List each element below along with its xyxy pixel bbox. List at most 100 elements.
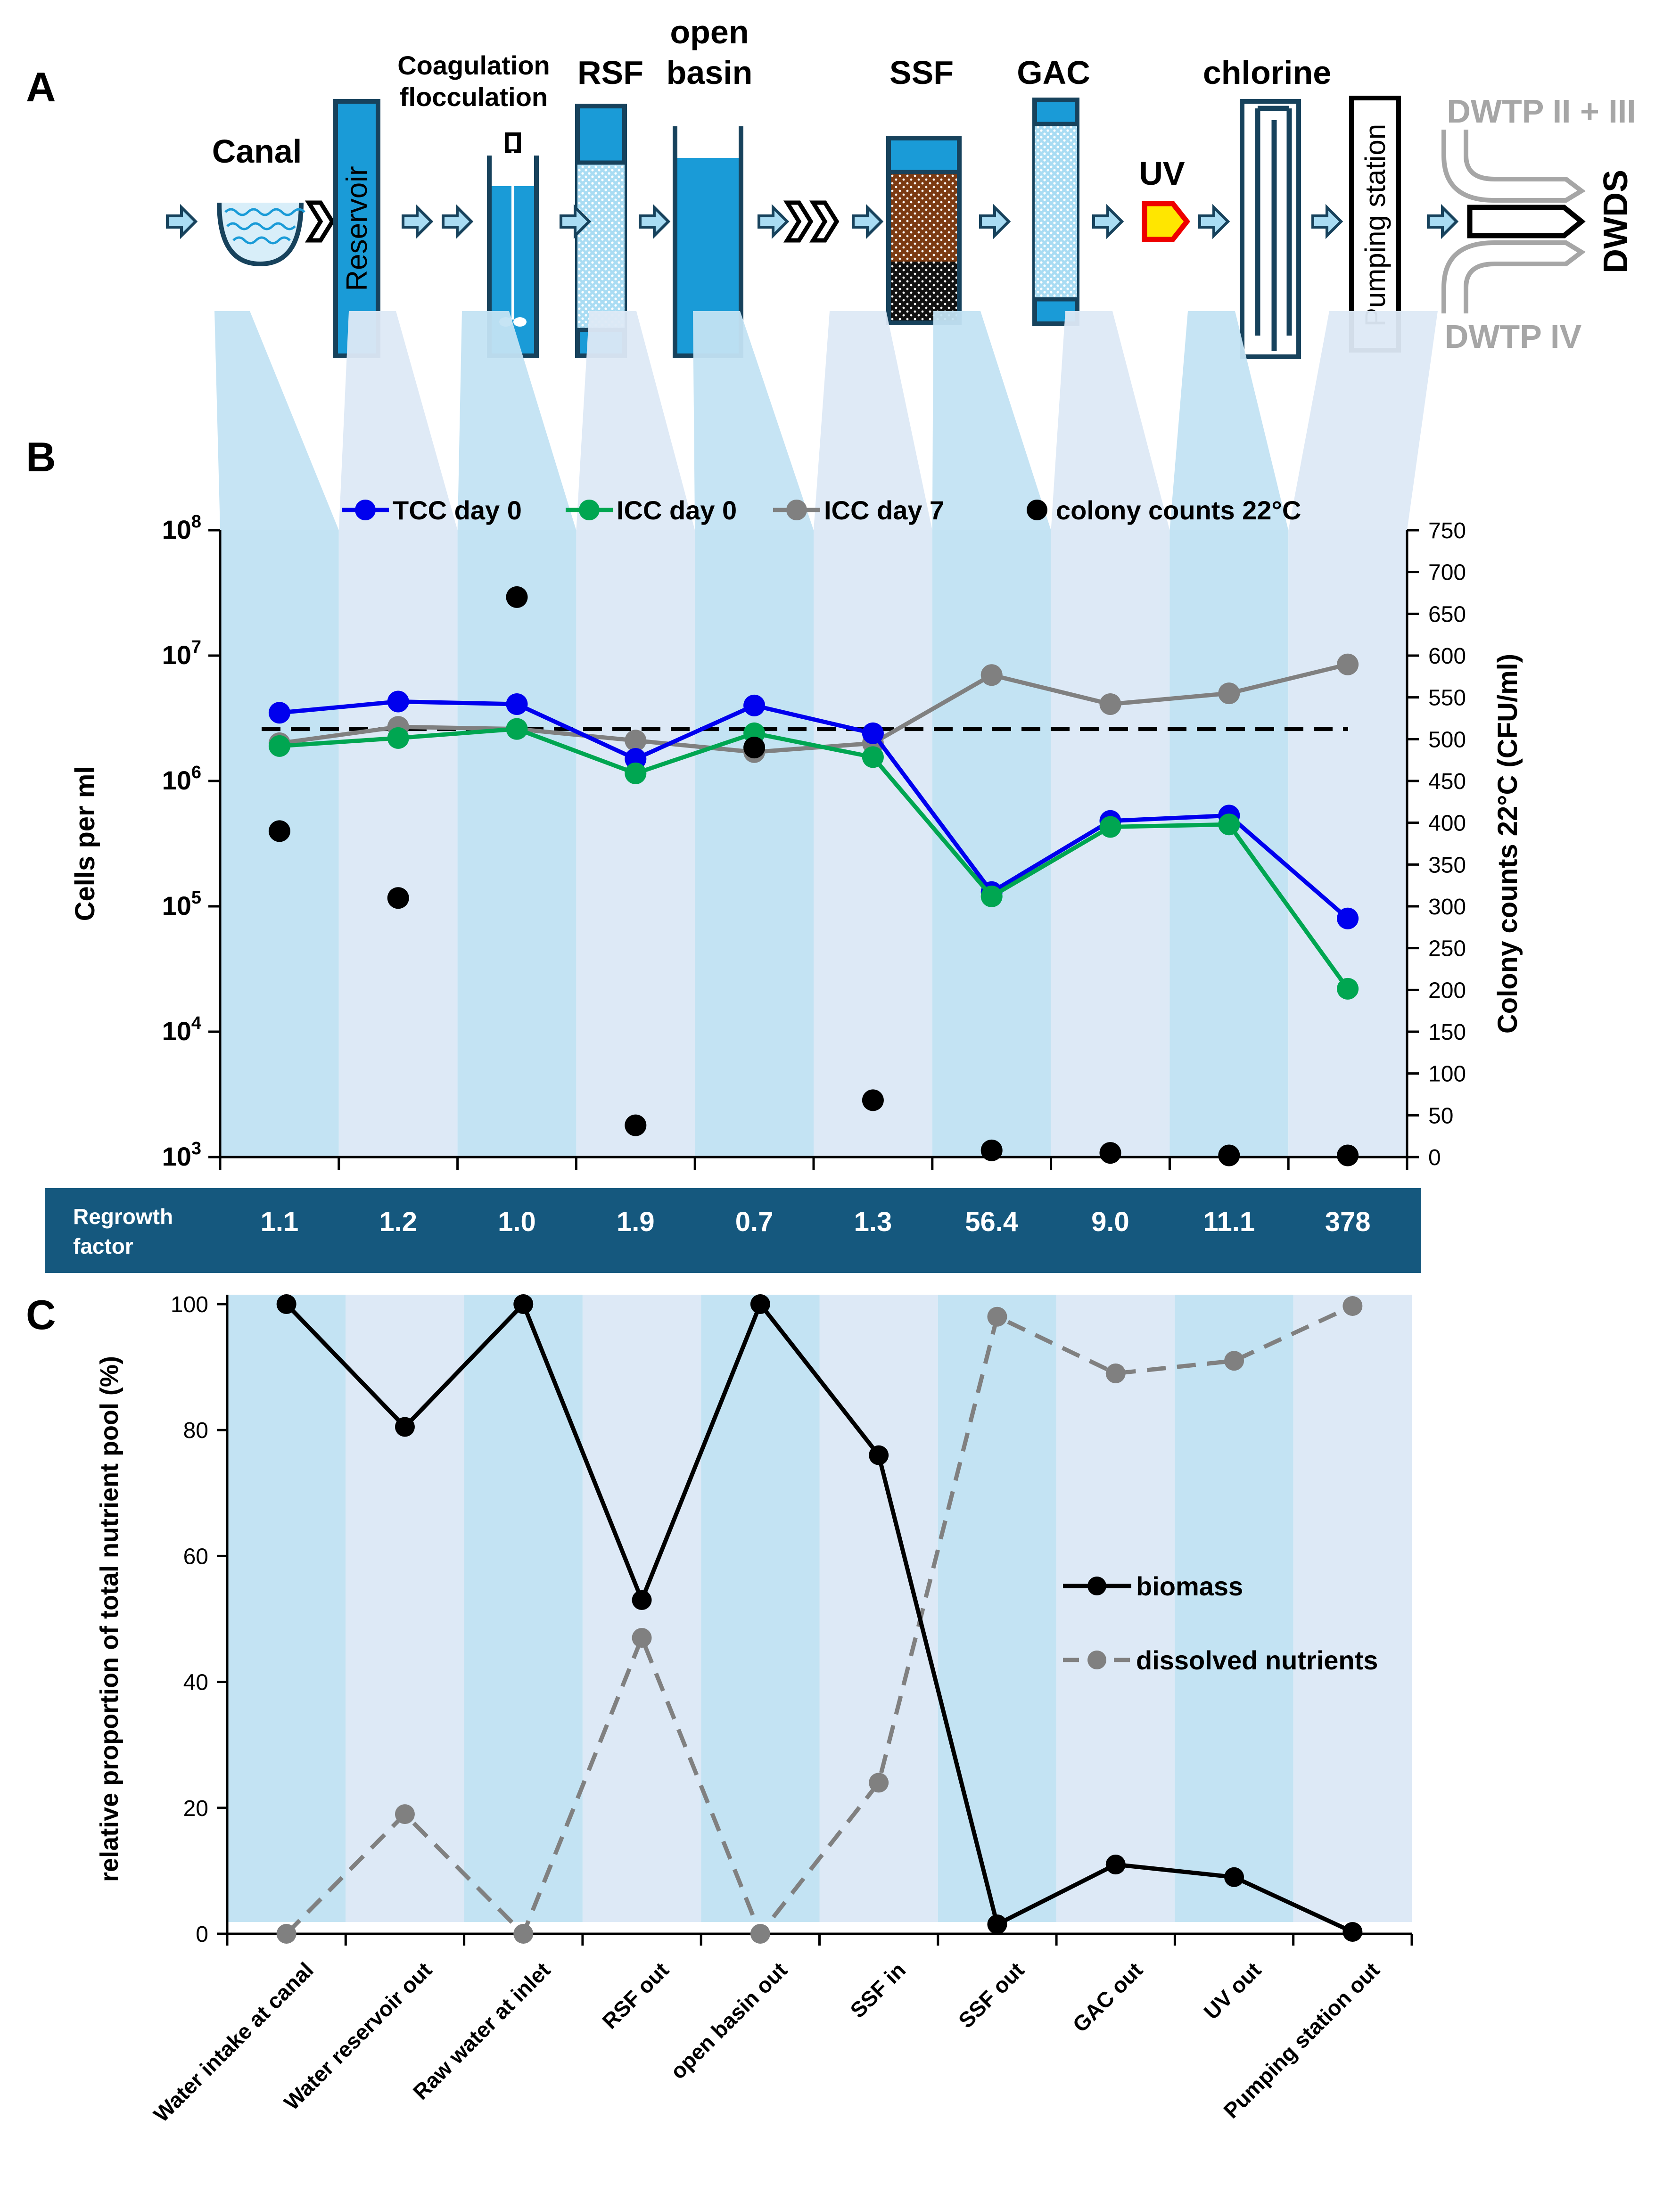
- flow-arrow-icon: [758, 204, 790, 239]
- stage-band: [695, 530, 814, 1157]
- stage-band: [1169, 530, 1289, 1157]
- legend-label: colony counts 22°C: [1056, 495, 1301, 525]
- flow-arrow-icon: [1092, 204, 1124, 239]
- data-point-colony-counts-22-c: [625, 1114, 647, 1136]
- data-point-tcc-day-0: [743, 694, 766, 716]
- stage-connector: [338, 311, 458, 530]
- label-canal: Canal: [212, 133, 302, 170]
- data-point-icc-day-0: [862, 746, 884, 768]
- stage-band: [938, 1295, 1057, 1922]
- data-point-dissolved-nutrients: [513, 1924, 534, 1944]
- label-dwtp-iv: DWTP IV: [1445, 318, 1582, 355]
- stage-band: [1293, 1295, 1412, 1922]
- y2-tick-label: 100: [1428, 1062, 1466, 1087]
- data-point-icc-day-0: [387, 727, 409, 749]
- stage-connector: [214, 311, 339, 530]
- data-point-icc-day-0: [1218, 813, 1240, 836]
- data-point-colony-counts-22-c: [1218, 1144, 1240, 1166]
- stage-connector-bands: [214, 311, 1438, 530]
- data-point-colony-counts-22-c: [268, 820, 290, 842]
- data-point-dissolved-nutrients: [1342, 1296, 1363, 1316]
- y-tick-label: 106: [162, 763, 201, 795]
- stage-band: [932, 530, 1051, 1157]
- data-point-icc-day-0: [625, 762, 647, 784]
- flow-arrow-icon: [560, 204, 592, 239]
- data-point-icc-day-7: [980, 664, 1003, 686]
- label-coagulation: Coagulation: [397, 50, 550, 80]
- data-point-biomass: [750, 1294, 770, 1314]
- flow-arrow-icon: [442, 204, 474, 239]
- legend-label: TCC day 0: [393, 495, 522, 525]
- data-point-biomass: [395, 1417, 415, 1437]
- regrowth-value: 1.1: [261, 1207, 299, 1237]
- label-open: open: [670, 14, 749, 50]
- y2-tick-label: 250: [1428, 936, 1466, 961]
- regrowth-label-line2: factor: [73, 1234, 133, 1258]
- data-point-biomass: [987, 1914, 1007, 1934]
- data-point-colony-counts-22-c: [862, 1089, 884, 1111]
- label-pumping-station: Pumping station: [1359, 124, 1391, 327]
- y2-tick-label: 750: [1428, 518, 1466, 543]
- flow-arrow-icon: [402, 204, 434, 239]
- data-point-tcc-day-0: [506, 693, 528, 715]
- data-point-colony-counts-22-c: [387, 887, 409, 909]
- double-chevron-icon: [783, 200, 840, 243]
- data-point-biomass: [632, 1590, 652, 1610]
- y-tick-label: 103: [162, 1139, 201, 1171]
- regrowth-value: 56.4: [965, 1207, 1018, 1237]
- label-dwds: DWDS: [1597, 170, 1635, 273]
- category-label: RSF out: [597, 1957, 673, 2033]
- stage-band: [576, 530, 695, 1157]
- data-point-icc-day-0: [268, 735, 290, 757]
- process-schematic: A Canal Reservoir Coagulation flocculati…: [26, 14, 1636, 530]
- data-point-dissolved-nutrients: [750, 1924, 770, 1944]
- y-tick-label: 40: [183, 1670, 208, 1695]
- label-chlorine: chlorine: [1203, 54, 1331, 91]
- data-point-colony-counts-22-c: [980, 1139, 1003, 1161]
- stage-band: [1175, 1295, 1293, 1922]
- data-point-biomass: [869, 1445, 889, 1465]
- data-point-dissolved-nutrients: [395, 1804, 415, 1824]
- y2-tick-label: 300: [1428, 895, 1466, 920]
- canal-wave-icon: [224, 208, 305, 245]
- ssf-filter-icon: [886, 136, 962, 325]
- series-b: [268, 586, 1359, 1166]
- flow-arrow-icon: [979, 204, 1011, 239]
- legend-label: ICC day 0: [617, 495, 737, 525]
- y-tick-label: 105: [162, 888, 201, 920]
- legend-swatch-marker: [786, 500, 807, 520]
- flow-arrow-icon: [166, 204, 198, 239]
- data-point-dissolved-nutrients: [987, 1306, 1007, 1327]
- data-point-colony-counts-22-c: [1099, 1142, 1121, 1164]
- category-label: open basin out: [666, 1957, 792, 2084]
- legend-label: dissolved nutrients: [1136, 1645, 1378, 1675]
- legend-label: biomass: [1136, 1571, 1243, 1601]
- data-point-icc-day-0: [1099, 816, 1121, 838]
- dwds-pipe-icon: [1467, 205, 1586, 238]
- y2-axis-label: Colony counts 22°C (CFU/ml): [1492, 654, 1523, 1034]
- series-line-dissolved-nutrients: [285, 1304, 1354, 1938]
- stage-band: [464, 1295, 583, 1922]
- stage-connector: [1288, 311, 1438, 530]
- y2-tick-label: 400: [1428, 811, 1466, 836]
- data-point-dissolved-nutrients: [869, 1773, 889, 1793]
- regrowth-value: 1.3: [854, 1207, 892, 1237]
- data-point-icc-day-0: [506, 718, 528, 740]
- data-point-icc-day-7: [625, 730, 647, 752]
- y2-tick-label: 0: [1428, 1145, 1441, 1170]
- chevron-icon: [305, 200, 335, 243]
- label-uv: UV: [1139, 155, 1185, 192]
- data-point-biomass: [1105, 1855, 1126, 1875]
- series-line-tcc-day-0: [279, 699, 1350, 920]
- y-tick-label: 60: [183, 1544, 208, 1569]
- stage-connector: [576, 311, 695, 530]
- data-point-biomass: [1342, 1922, 1363, 1942]
- y2-tick-label: 650: [1428, 602, 1466, 627]
- uv-lamp-icon: [1142, 201, 1191, 242]
- data-point-icc-day-7: [1099, 693, 1121, 715]
- y2-tick-label: 350: [1428, 853, 1466, 878]
- category-label: SSF in: [845, 1957, 910, 2022]
- regrowth-value: 1.0: [498, 1207, 536, 1237]
